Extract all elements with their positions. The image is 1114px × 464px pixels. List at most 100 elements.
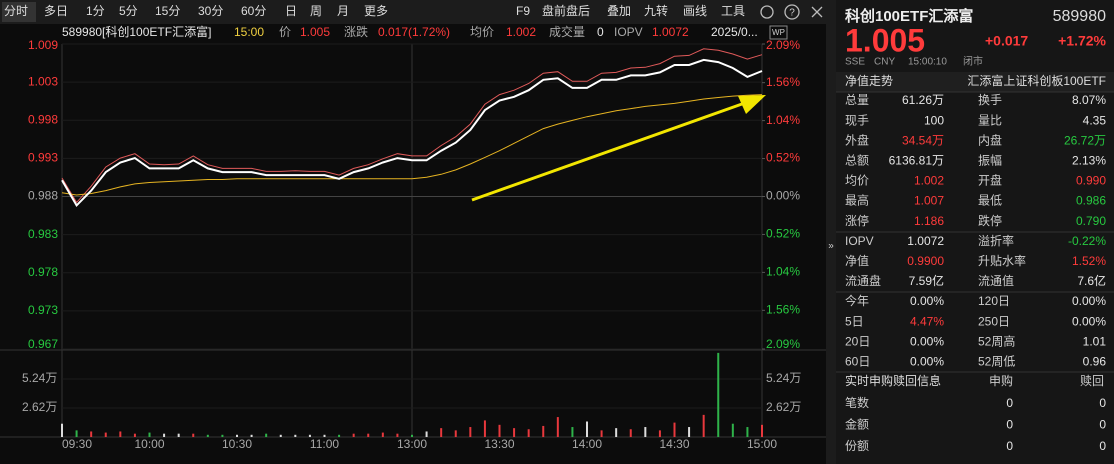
series-line (61, 58, 763, 208)
toolbar-tab[interactable]: 月 (337, 4, 349, 18)
stat-value: 26.72万 (1064, 133, 1106, 147)
volume-bar (323, 434, 326, 437)
x-tick-label: 11:00 (310, 437, 339, 451)
subscription-title: 实时申购赎回信息 (845, 373, 941, 388)
stat-value: 0.00% (910, 354, 944, 368)
info-price: 1.005 (300, 25, 330, 39)
quote-name: 科创100ETF汇添富 (845, 7, 973, 25)
legend-label: IOPV (614, 25, 643, 39)
help-icon[interactable] (784, 4, 800, 20)
volume-bar (308, 434, 311, 437)
stat-value: 7.59亿 (909, 273, 944, 288)
toolbar-button[interactable]: 画线 (683, 4, 707, 18)
toolbar-tab[interactable]: 15分 (155, 4, 180, 18)
toolbar-tab[interactable]: 30分 (198, 4, 223, 18)
volume-bar (746, 427, 749, 437)
y2-tick-label: 0.52% (766, 151, 800, 165)
stat-value: 1.007 (914, 194, 944, 208)
stat-label: 流通值 (978, 273, 1014, 288)
stat-value: 34.54万 (902, 133, 944, 147)
stat-value: 0.790 (1076, 214, 1106, 228)
stat-label: 溢折率 (978, 233, 1014, 248)
close-icon[interactable] (811, 6, 823, 18)
nav-tab[interactable]: 净值走势 (845, 73, 893, 88)
subscription-value: 0 (1006, 418, 1013, 432)
toolbar-tab[interactable]: 分时 (4, 4, 28, 18)
help-mark[interactable]: ? (789, 8, 795, 19)
toolbar-button[interactable]: 九转 (644, 3, 668, 18)
quote-status: 闭市 (963, 55, 983, 68)
toolbar-tab[interactable]: 日 (285, 4, 297, 18)
x-tick-label: 13:00 (397, 437, 427, 451)
splitter[interactable] (826, 0, 836, 464)
subscription-label: 笔数 (845, 395, 869, 410)
toolbar-button[interactable]: 工具 (721, 4, 745, 18)
stat-value: 61.26万 (902, 93, 944, 107)
info-volume-label: 成交量 (549, 24, 585, 39)
volume-bar (498, 424, 501, 437)
y-tick-label: 0.988 (28, 189, 58, 203)
stat-label: 现手 (845, 113, 869, 127)
stat-value: 0.00% (1072, 314, 1106, 328)
toolbar-icons[interactable] (760, 4, 823, 20)
toolbar-tab[interactable]: 多日 (44, 4, 68, 18)
volume-bar (411, 434, 413, 437)
volume-bar (644, 427, 647, 437)
volume-bar (425, 431, 428, 437)
stat-value: 1.01 (1083, 334, 1107, 348)
stat-value: 8.07% (1072, 93, 1106, 107)
stat-label: 内盘 (978, 132, 1002, 147)
y-tick-label: 0.973 (28, 303, 58, 317)
info-date: 2025/0... (711, 25, 758, 39)
stat-value: 1.186 (914, 214, 944, 228)
stat-label: 均价 (845, 174, 869, 188)
toolbar-tab[interactable]: 60分 (241, 4, 266, 18)
volume-bar (396, 433, 399, 437)
toolbar-tab[interactable]: 周 (310, 4, 322, 18)
settings-icon[interactable] (760, 5, 774, 19)
volume-bar (206, 434, 209, 437)
stat-value: 1.0072 (907, 234, 944, 248)
info-change: 0.017(1.72%) (378, 25, 450, 39)
volume-bar (119, 431, 122, 437)
subscription-label: 金额 (845, 417, 869, 432)
x-tick-label: 13:30 (484, 437, 514, 451)
stat-value: 0.00% (910, 294, 944, 308)
volume-bar (513, 428, 516, 437)
volume-tick-label-right: 5.24万 (766, 371, 801, 385)
stat-value: 4.47% (910, 314, 944, 328)
splitter-icon[interactable]: » (828, 241, 834, 252)
y-tick-label: 1.009 (28, 38, 58, 52)
stat-label: 250日 (978, 314, 1010, 328)
stat-value: 0.990 (1076, 174, 1106, 188)
toolbar-button[interactable]: 叠加 (607, 4, 631, 18)
quote-change: +0.017 (985, 33, 1028, 49)
volume-bar (250, 434, 253, 437)
stat-label: 净值 (845, 253, 869, 268)
volume-bar (571, 427, 574, 437)
stat-label: 60日 (845, 354, 870, 368)
stat-value: 1.52% (1072, 254, 1106, 268)
toolbar-tab[interactable]: 1分 (86, 4, 105, 18)
volume-bar (367, 433, 370, 437)
stat-value: 4.35 (1083, 113, 1107, 127)
y2-tick-label: 1.04% (766, 265, 800, 279)
volume-bar (163, 433, 166, 437)
stat-label: 52周高 (978, 333, 1015, 348)
volume-bar (440, 428, 443, 437)
subscription-label: 份额 (845, 439, 869, 453)
volume-bar (352, 433, 355, 437)
toolbar-tab[interactable]: 更多 (364, 4, 388, 18)
volume-bar (615, 428, 618, 437)
volume-bar (75, 430, 78, 437)
stat-label: 20日 (845, 334, 870, 348)
volume-bar (221, 434, 224, 437)
info-iopv: 1.0072 (652, 25, 689, 39)
stat-value: 0.986 (1076, 194, 1106, 208)
toolbar-button[interactable]: 盘前盘后 (542, 3, 590, 18)
quote-code: 589980 (1053, 8, 1106, 25)
toolbar-button[interactable]: F9 (516, 4, 530, 18)
stat-label: 开盘 (978, 173, 1002, 188)
toolbar-tab[interactable]: 5分 (119, 4, 138, 18)
